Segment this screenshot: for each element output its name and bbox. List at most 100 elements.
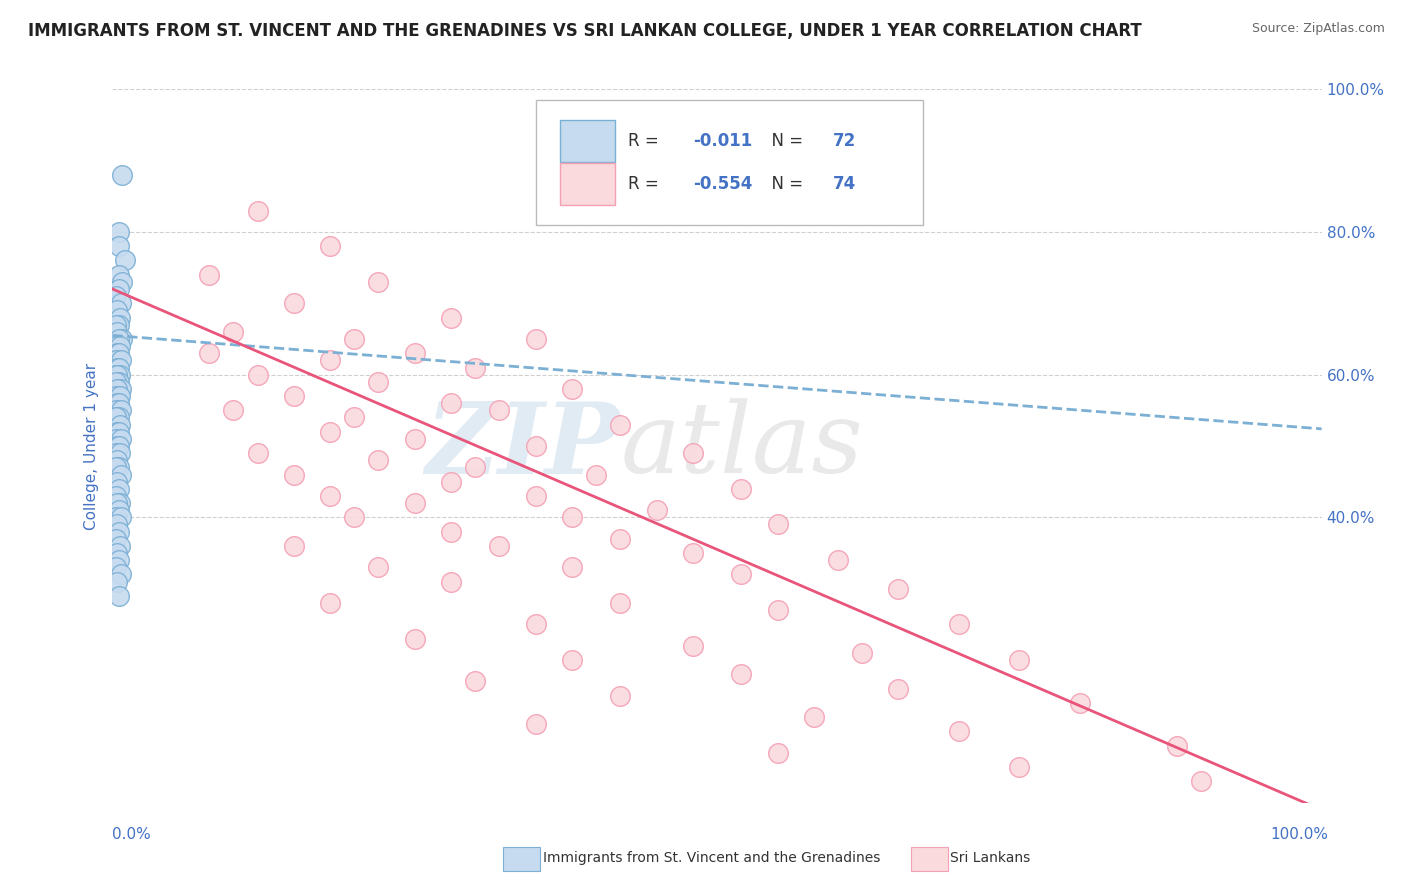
Point xyxy=(110,296,132,310)
Point xyxy=(107,318,129,332)
Point xyxy=(440,524,463,539)
Point xyxy=(730,567,752,582)
Point xyxy=(105,353,128,368)
Y-axis label: College, Under 1 year: College, Under 1 year xyxy=(83,362,98,530)
Point xyxy=(524,617,547,632)
Point xyxy=(948,724,970,739)
Point xyxy=(367,375,389,389)
Text: atlas: atlas xyxy=(620,399,863,493)
Point xyxy=(107,375,129,389)
Point xyxy=(440,475,463,489)
Point xyxy=(766,517,789,532)
Point xyxy=(105,403,128,417)
Point xyxy=(464,460,486,475)
Point xyxy=(105,289,128,303)
Point xyxy=(110,432,132,446)
FancyBboxPatch shape xyxy=(560,120,616,162)
Point xyxy=(107,396,129,410)
Point xyxy=(105,425,128,439)
Point xyxy=(440,574,463,589)
Point xyxy=(645,503,668,517)
Point xyxy=(198,268,221,282)
Point xyxy=(319,596,342,610)
Point xyxy=(404,432,426,446)
Point xyxy=(319,353,342,368)
Point xyxy=(105,303,128,318)
Point xyxy=(222,325,245,339)
Point xyxy=(682,446,704,460)
Point xyxy=(107,425,129,439)
Point xyxy=(105,489,128,503)
Text: -0.554: -0.554 xyxy=(693,175,752,193)
Point xyxy=(367,453,389,467)
Text: IMMIGRANTS FROM ST. VINCENT AND THE GRENADINES VS SRI LANKAN COLLEGE, UNDER 1 YE: IMMIGRANTS FROM ST. VINCENT AND THE GREN… xyxy=(28,22,1142,40)
Point xyxy=(404,632,426,646)
Point xyxy=(105,460,128,475)
Point xyxy=(404,496,426,510)
Point xyxy=(107,410,129,425)
Point xyxy=(319,489,342,503)
Point xyxy=(107,225,129,239)
Point xyxy=(404,346,426,360)
Point xyxy=(246,368,269,382)
Point xyxy=(283,467,305,482)
Point xyxy=(561,653,583,667)
Point xyxy=(246,446,269,460)
Point xyxy=(1008,653,1031,667)
Text: ZIP: ZIP xyxy=(426,398,620,494)
Point xyxy=(464,674,486,689)
Point xyxy=(107,460,129,475)
Text: R =: R = xyxy=(627,175,664,193)
Point xyxy=(319,425,342,439)
Point xyxy=(887,681,910,696)
Point xyxy=(488,403,510,417)
Point xyxy=(107,589,129,603)
Point xyxy=(524,332,547,346)
Point xyxy=(107,439,129,453)
Point xyxy=(343,510,366,524)
Point xyxy=(730,667,752,681)
Point xyxy=(105,318,128,332)
Point xyxy=(108,539,131,553)
Point xyxy=(682,546,704,560)
Point xyxy=(609,596,631,610)
Point xyxy=(105,517,128,532)
Text: N =: N = xyxy=(761,175,808,193)
Point xyxy=(283,296,305,310)
Point xyxy=(105,496,128,510)
Point xyxy=(105,346,128,360)
Point xyxy=(110,467,132,482)
Point xyxy=(105,546,128,560)
Point xyxy=(110,353,132,368)
Text: 100.0%: 100.0% xyxy=(1271,827,1329,841)
Point xyxy=(108,389,131,403)
Point xyxy=(105,368,128,382)
FancyBboxPatch shape xyxy=(560,163,616,205)
Point xyxy=(246,203,269,218)
Point xyxy=(948,617,970,632)
Point xyxy=(105,396,128,410)
Point xyxy=(108,417,131,432)
Point xyxy=(464,360,486,375)
Point xyxy=(107,346,129,360)
Point xyxy=(524,489,547,503)
Point xyxy=(108,339,131,353)
Point xyxy=(105,475,128,489)
Point xyxy=(105,439,128,453)
Point xyxy=(1008,760,1031,774)
Point xyxy=(105,325,128,339)
Point xyxy=(730,482,752,496)
Point xyxy=(766,603,789,617)
Point xyxy=(107,360,129,375)
Point xyxy=(887,582,910,596)
Point xyxy=(108,310,131,325)
Text: -0.011: -0.011 xyxy=(693,132,752,150)
Point xyxy=(107,389,129,403)
Text: 74: 74 xyxy=(834,175,856,193)
Point xyxy=(827,553,849,567)
Point xyxy=(105,446,128,460)
Point xyxy=(222,403,245,417)
Point xyxy=(105,410,128,425)
Point xyxy=(110,510,132,524)
Point xyxy=(107,482,129,496)
